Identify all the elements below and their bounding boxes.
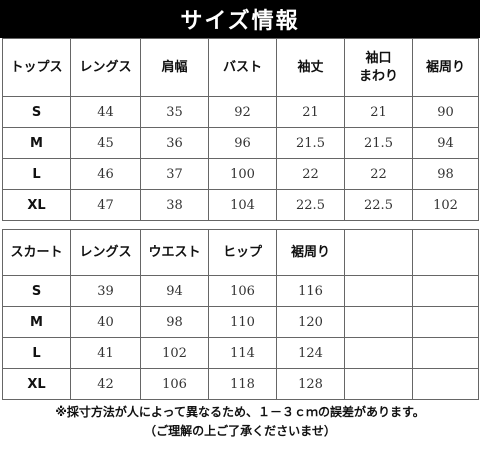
table-cell: 96 xyxy=(208,127,277,159)
table-cell: 94 xyxy=(412,127,479,159)
table-cell: 128 xyxy=(276,368,345,400)
tops-size-table: トップス レングス 肩幅 バスト 袖丈 袖口 まわり 裾周り S 44 35 9… xyxy=(2,38,479,221)
empty-cell xyxy=(344,337,413,369)
empty-cell xyxy=(412,337,479,369)
table-cell: 92 xyxy=(208,96,277,128)
table-row: M 40 98 110 120 xyxy=(2,306,479,338)
table-row: XL 42 106 118 128 xyxy=(2,368,479,400)
table-row: L 41 102 114 124 xyxy=(2,337,479,369)
cuff-circumference-header: 袖口 まわり xyxy=(344,38,413,97)
table-cell: 106 xyxy=(140,368,209,400)
empty-cell xyxy=(412,368,479,400)
sleeve-length-header: 袖丈 xyxy=(276,38,345,97)
hem-circumference-header: 裾周り xyxy=(412,38,479,97)
table-cell: 98 xyxy=(412,158,479,190)
empty-cell xyxy=(344,306,413,338)
skirt-size-table: スカート レングス ウエスト ヒップ 裾周り S 39 94 106 116 M… xyxy=(2,229,479,400)
table-cell: 42 xyxy=(70,368,141,400)
table-cell: 94 xyxy=(140,275,209,307)
table-cell: 22 xyxy=(276,158,345,190)
table-cell: 47 xyxy=(70,189,141,221)
table-row: S 39 94 106 116 xyxy=(2,275,479,307)
length-header: レングス xyxy=(70,38,141,97)
table-cell: 38 xyxy=(140,189,209,221)
table-cell: 90 xyxy=(412,96,479,128)
table-row: M 45 36 96 21.5 21.5 94 xyxy=(2,127,479,159)
size-label: XL xyxy=(2,189,71,221)
tops-header-row: トップス レングス 肩幅 バスト 袖丈 袖口 まわり 裾周り xyxy=(2,38,479,97)
size-label: S xyxy=(2,275,71,307)
size-label: L xyxy=(2,337,71,369)
hem-circumference-header: 裾周り xyxy=(276,229,345,276)
table-cell: 35 xyxy=(140,96,209,128)
size-label: S xyxy=(2,96,71,128)
table-cell: 41 xyxy=(70,337,141,369)
note-line-2: （ご理解の上ご了承くださいませ） xyxy=(144,424,336,438)
table-cell: 120 xyxy=(276,306,345,338)
table-cell: 124 xyxy=(276,337,345,369)
table-cell: 45 xyxy=(70,127,141,159)
table-row: L 46 37 100 22 22 98 xyxy=(2,158,479,190)
waist-header: ウエスト xyxy=(140,229,209,276)
table-cell: 21 xyxy=(344,96,413,128)
table-row: S 44 35 92 21 21 90 xyxy=(2,96,479,128)
table-cell: 114 xyxy=(208,337,277,369)
empty-cell xyxy=(412,229,479,276)
skirt-header-row: スカート レングス ウエスト ヒップ 裾周り xyxy=(2,229,479,276)
table-row: XL 47 38 104 22.5 22.5 102 xyxy=(2,189,479,221)
empty-cell xyxy=(412,306,479,338)
table-cell: 21 xyxy=(276,96,345,128)
size-label: M xyxy=(2,127,71,159)
table-cell: 98 xyxy=(140,306,209,338)
table-cell: 110 xyxy=(208,306,277,338)
table-cell: 102 xyxy=(140,337,209,369)
page-title: サイズ情報 xyxy=(0,0,480,38)
table-cell: 44 xyxy=(70,96,141,128)
table-cell: 21.5 xyxy=(344,127,413,159)
empty-cell xyxy=(344,368,413,400)
shoulder-width-header: 肩幅 xyxy=(140,38,209,97)
table-cell: 22.5 xyxy=(276,189,345,221)
size-label: L xyxy=(2,158,71,190)
table-cell: 37 xyxy=(140,158,209,190)
table-cell: 40 xyxy=(70,306,141,338)
tops-category-header: トップス xyxy=(2,38,71,97)
table-cell: 102 xyxy=(412,189,479,221)
size-label: XL xyxy=(2,368,71,400)
measurement-note: ※採寸方法が人によって異なるため、１－３ｃｍの誤差があります。 （ご理解の上ご了… xyxy=(0,403,480,441)
skirt-category-header: スカート xyxy=(2,229,71,276)
table-cell: 21.5 xyxy=(276,127,345,159)
size-label: M xyxy=(2,306,71,338)
table-cell: 100 xyxy=(208,158,277,190)
length-header: レングス xyxy=(70,229,141,276)
table-cell: 22.5 xyxy=(344,189,413,221)
empty-cell xyxy=(344,275,413,307)
table-cell: 36 xyxy=(140,127,209,159)
empty-cell xyxy=(344,229,413,276)
hip-header: ヒップ xyxy=(208,229,277,276)
table-cell: 116 xyxy=(276,275,345,307)
table-cell: 118 xyxy=(208,368,277,400)
table-cell: 106 xyxy=(208,275,277,307)
table-cell: 22 xyxy=(344,158,413,190)
table-cell: 39 xyxy=(70,275,141,307)
table-cell: 46 xyxy=(70,158,141,190)
table-cell: 104 xyxy=(208,189,277,221)
bust-header: バスト xyxy=(208,38,277,97)
note-line-1: ※採寸方法が人によって異なるため、１－３ｃｍの誤差があります。 xyxy=(55,405,425,419)
empty-cell xyxy=(412,275,479,307)
